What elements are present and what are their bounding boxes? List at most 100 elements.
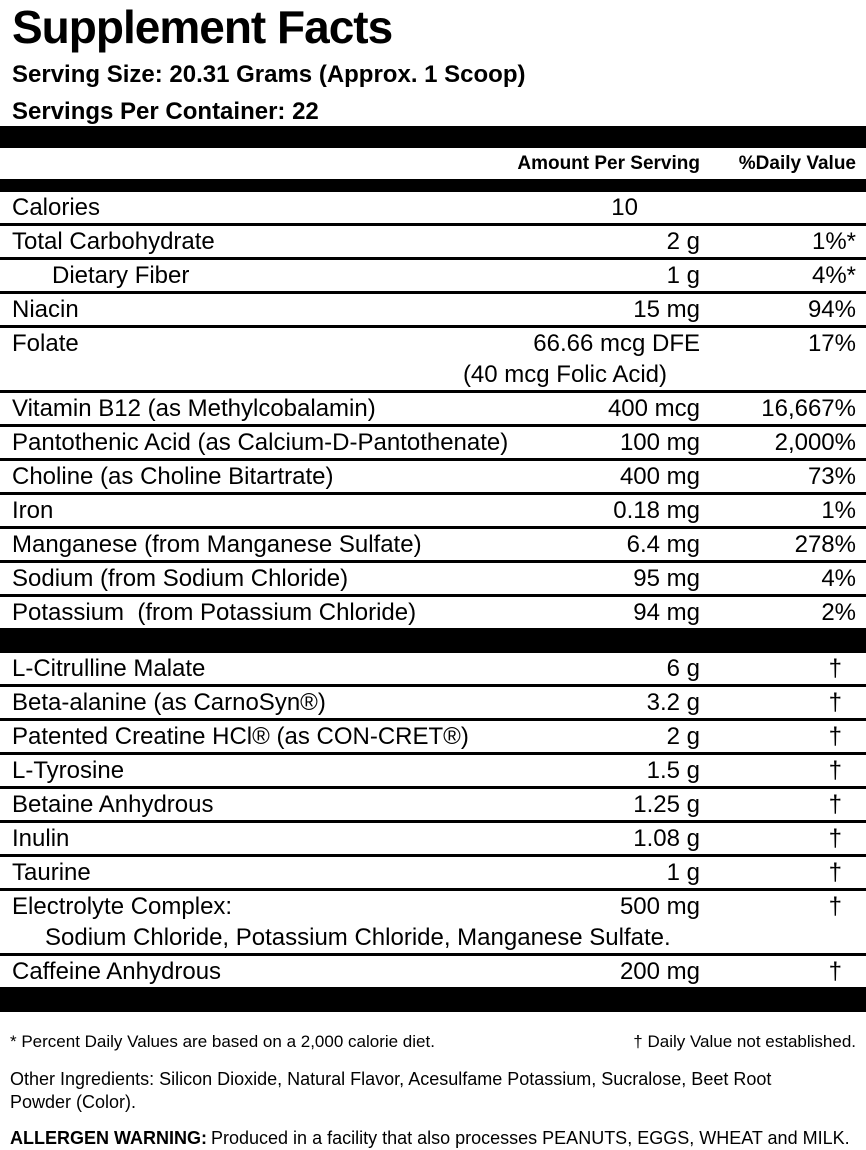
divider-bar-header — [0, 179, 866, 192]
row-betaine-anhydrous: Betaine Anhydrous 1.25 g † — [0, 789, 866, 823]
column-header-row: Amount Per Serving %Daily Value — [0, 148, 866, 179]
allergen-warning: ALLERGEN WARNING: Produced in a facility … — [0, 1114, 866, 1149]
row-electrolyte-complex-subline: Sodium Chloride, Potassium Chloride, Man… — [0, 922, 866, 956]
amount-value: 400 mg — [619, 462, 700, 490]
daily-value: † — [828, 957, 842, 985]
ingredient-name: Total Carbohydrate — [12, 227, 215, 255]
row-potassium: Potassium (from Potassium Chloride) 94 m… — [0, 597, 866, 631]
row-caffeine-anhydrous: Caffeine Anhydrous 200 mg † — [0, 956, 866, 990]
row-folate-subline: (40 mcg Folic Acid) — [0, 359, 866, 393]
ingredient-name: Taurine — [12, 858, 91, 886]
daily-value: 2,000% — [774, 428, 856, 456]
serving-size-line: Serving Size: 20.31 Grams (Approx. 1 Sco… — [12, 61, 526, 88]
amount-value: 95 mg — [633, 564, 700, 592]
row-sodium: Sodium (from Sodium Chloride) 95 mg 4% — [0, 563, 866, 597]
ingredient-name: Electrolyte Complex: — [12, 892, 233, 920]
row-total-carbohydrate: Total Carbohydrate 2 g 1%* — [0, 226, 866, 260]
row-inulin: Inulin 1.08 g † — [0, 823, 866, 857]
daily-value: † — [828, 892, 842, 920]
amount-value: 200 mg — [619, 957, 700, 985]
daily-value: 2% — [821, 598, 856, 626]
daily-value: † — [828, 688, 842, 716]
amount-value: 66.66 mcg DFE — [533, 329, 700, 357]
divider-bar-top — [0, 126, 866, 148]
ingredient-name: Dietary Fiber — [52, 261, 190, 289]
percent-daily-value-footnote: * Percent Daily Values are based on a 2,… — [10, 1032, 435, 1051]
ingredient-name: Sodium (from Sodium Chloride) — [12, 564, 349, 592]
amount-value: 1 g — [666, 858, 700, 886]
row-niacin: Niacin 15 mg 94% — [0, 294, 866, 328]
panel-header: Supplement Facts Serving Size: 20.31 Gra… — [0, 0, 866, 126]
ingredient-name: Manganese (from Manganese Sulfate) — [12, 530, 422, 558]
daily-value: † — [828, 722, 842, 750]
row-calories: Calories 10 — [0, 192, 866, 226]
row-dietary-fiber: Dietary Fiber 1 g 4%* — [0, 260, 866, 294]
row-manganese: Manganese (from Manganese Sulfate) 6.4 m… — [0, 529, 866, 563]
amount-column-header: Amount Per Serving — [517, 152, 700, 174]
amount-value: 15 mg — [633, 295, 700, 323]
daily-value: 73% — [807, 462, 856, 490]
ingredient-name: L-Citrulline Malate — [12, 654, 206, 682]
daily-value: † — [828, 654, 842, 682]
row-choline: Choline (as Choline Bitartrate) 400 mg 7… — [0, 461, 866, 495]
amount-value: 10 — [611, 193, 638, 221]
daily-value: 16,667% — [761, 394, 856, 422]
footnotes-row: * Percent Daily Values are based on a 2,… — [0, 1012, 866, 1052]
servings-per-container-line: Servings Per Container: 22 — [12, 98, 319, 125]
daily-value: † — [828, 824, 842, 852]
dagger-footnote: † Daily Value not established. — [633, 1032, 856, 1051]
row-iron: Iron 0.18 mg 1% — [0, 495, 866, 529]
amount-value: 1.08 g — [633, 824, 700, 852]
divider-bar-bottom — [0, 990, 866, 1012]
daily-value: † — [828, 858, 842, 886]
amount-value: 500 mg — [619, 892, 700, 920]
amount-value: 400 mcg — [607, 394, 700, 422]
daily-value: 4% — [821, 564, 856, 592]
panel-title: Supplement Facts — [12, 1, 393, 53]
ingredient-name: Pantothenic Acid (as Calcium-D-Pantothen… — [12, 428, 509, 456]
ingredient-name: Beta-alanine (as CarnoSyn®) — [12, 688, 326, 716]
amount-value: 6.4 mg — [626, 530, 700, 558]
amount-value: 3.2 g — [646, 688, 700, 716]
ingredient-name: Patented Creatine HCl® (as CON-CRET®) — [12, 722, 469, 750]
ingredient-subline: Sodium Chloride, Potassium Chloride, Man… — [45, 923, 671, 951]
daily-value-column-header: %Daily Value — [738, 152, 856, 174]
ingredient-name: Iron — [12, 496, 54, 524]
ingredient-name: Inulin — [12, 824, 70, 852]
daily-value: 4%* — [811, 261, 856, 289]
divider-bar-middle — [0, 631, 866, 653]
amount-value: 0.18 mg — [613, 496, 700, 524]
daily-value: 1%* — [811, 227, 856, 255]
ingredient-name: Choline (as Choline Bitartrate) — [12, 462, 334, 490]
ingredient-name: Folate — [12, 329, 79, 357]
daily-value: † — [828, 790, 842, 818]
row-vitamin-b12: Vitamin B12 (as Methylcobalamin) 400 mcg… — [0, 393, 866, 427]
amount-value: 2 g — [666, 227, 700, 255]
amount-value: 1 g — [666, 261, 700, 289]
amount-value: 100 mg — [619, 428, 700, 456]
allergen-warning-label: ALLERGEN WARNING: — [10, 1128, 207, 1148]
other-ingredients-text: Other Ingredients: Silicon Dioxide, Natu… — [10, 1069, 772, 1112]
amount-value: 94 mg — [633, 598, 700, 626]
row-l-tyrosine: L-Tyrosine 1.5 g † — [0, 755, 866, 789]
allergen-warning-text: Produced in a facility that also process… — [211, 1128, 850, 1148]
daily-value: † — [828, 756, 842, 784]
amount-subline: (40 mcg Folic Acid) — [462, 360, 667, 388]
amount-value: 2 g — [666, 722, 700, 750]
row-l-citrulline-malate: L-Citrulline Malate 6 g † — [0, 653, 866, 687]
row-folate: Folate 66.66 mcg DFE 17% — [0, 328, 866, 359]
row-pantothenic-acid: Pantothenic Acid (as Calcium-D-Pantothen… — [0, 427, 866, 461]
ingredient-name: Betaine Anhydrous — [12, 790, 214, 818]
amount-value: 1.25 g — [633, 790, 700, 818]
ingredient-name: L-Tyrosine — [12, 756, 125, 784]
ingredient-name: Vitamin B12 (as Methylcobalamin) — [12, 394, 376, 422]
daily-value: 278% — [794, 530, 856, 558]
row-taurine: Taurine 1 g † — [0, 857, 866, 891]
ingredient-name: Niacin — [12, 295, 79, 323]
ingredient-name: Caffeine Anhydrous — [12, 957, 222, 985]
row-creatine-hcl: Patented Creatine HCl® (as CON-CRET®) 2 … — [0, 721, 866, 755]
ingredient-name: Potassium (from Potassium Chloride) — [12, 598, 417, 626]
daily-value: 17% — [807, 329, 856, 357]
amount-value: 6 g — [666, 654, 700, 682]
